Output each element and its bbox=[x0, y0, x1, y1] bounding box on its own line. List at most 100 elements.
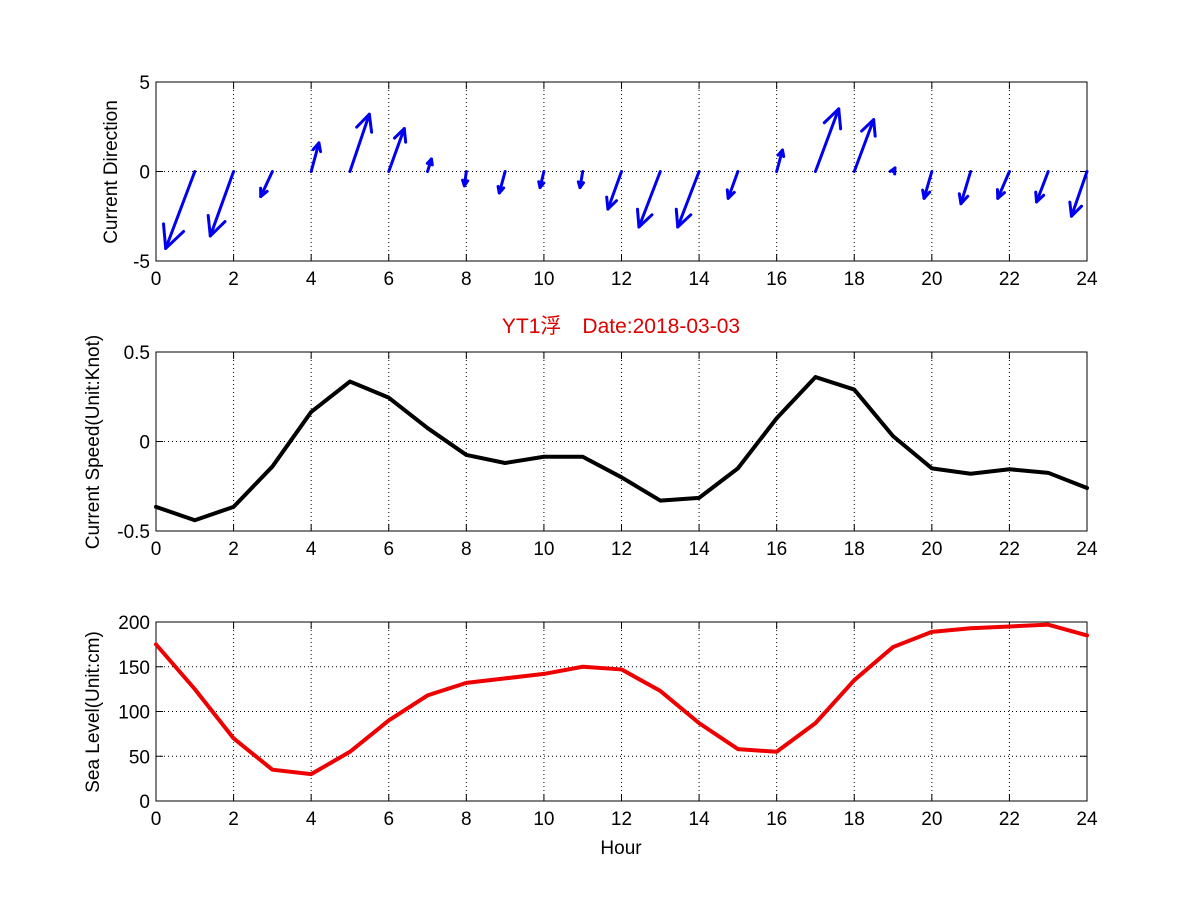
current-speed-point bbox=[232, 506, 235, 508]
current-speed-point bbox=[349, 380, 351, 383]
current-direction-xtick-label: 20 bbox=[921, 269, 942, 290]
direction-arrow bbox=[387, 127, 408, 173]
direction-arrow-shaft bbox=[259, 170, 274, 199]
current-speed-xtick-label: 24 bbox=[1076, 539, 1098, 560]
direction-arrow-head bbox=[725, 188, 736, 200]
current-direction-xtick-label: 14 bbox=[689, 269, 711, 290]
direction-arrow bbox=[635, 170, 662, 229]
direction-arrow-head bbox=[957, 192, 970, 206]
current-speed-point bbox=[737, 467, 739, 470]
direction-arrow-head bbox=[392, 127, 408, 144]
direction-arrow-shaft bbox=[497, 170, 507, 195]
current-speed-point bbox=[775, 417, 778, 420]
direction-arrow-head bbox=[461, 178, 470, 188]
sea-level-ytick-label: 100 bbox=[118, 703, 150, 724]
direction-arrow-head bbox=[311, 141, 323, 154]
sea-level-point bbox=[659, 690, 662, 692]
sea-level-point bbox=[581, 665, 584, 668]
current-direction-xtick-label: 10 bbox=[533, 269, 554, 290]
sea-level-point bbox=[387, 719, 390, 722]
direction-arrow-shaft bbox=[309, 141, 321, 173]
sea-level-point bbox=[698, 722, 700, 724]
sea-level-ytick-label: 0 bbox=[139, 792, 150, 813]
direction-arrow bbox=[813, 107, 843, 173]
direction-arrow-head bbox=[259, 186, 269, 199]
direction-arrow-shaft bbox=[726, 170, 740, 200]
direction-arrow bbox=[425, 157, 434, 173]
current-speed-point bbox=[310, 411, 312, 413]
sea-level-point bbox=[465, 682, 468, 684]
current-direction-ytick-label: 0 bbox=[139, 163, 150, 184]
direction-arrow-shaft bbox=[164, 170, 197, 250]
current-direction-xtick-label: 2 bbox=[228, 269, 239, 290]
sea-level-xtick-label: 0 bbox=[151, 809, 162, 830]
sea-level-point bbox=[620, 668, 623, 671]
direction-arrow-head bbox=[1034, 190, 1046, 204]
sea-level-xlabel: Hour bbox=[600, 838, 642, 859]
sea-level-point bbox=[775, 750, 778, 753]
current-speed-xtick-label: 22 bbox=[999, 539, 1020, 560]
current-speed-xtick-label: 20 bbox=[921, 539, 942, 560]
direction-arrow bbox=[1068, 170, 1089, 218]
sea-level-ytick-label: 200 bbox=[118, 613, 150, 634]
current-speed-point bbox=[465, 454, 468, 456]
current-speed-point bbox=[426, 427, 429, 429]
current-speed-point bbox=[155, 506, 157, 508]
sea-level-xtick-label: 8 bbox=[461, 809, 472, 830]
current-speed-xtick-label: 16 bbox=[766, 539, 787, 560]
current-direction-xtick-label: 18 bbox=[844, 269, 865, 290]
direction-arrow-head bbox=[635, 207, 654, 229]
direction-arrow-shaft bbox=[348, 112, 371, 173]
sea-level-point bbox=[349, 750, 351, 753]
direction-arrow bbox=[674, 170, 701, 229]
direction-arrow bbox=[775, 148, 786, 173]
sea-level-xtick-label: 14 bbox=[689, 809, 711, 830]
direction-arrow bbox=[888, 166, 897, 176]
direction-arrow-head bbox=[355, 112, 374, 134]
sea-level-point bbox=[1047, 623, 1050, 626]
direction-arrow bbox=[309, 141, 323, 173]
current-direction-panel: Current Direction 0 2 4 6 8 10 12 14 16 18 20 22 24-… bbox=[101, 73, 1098, 290]
current-direction-xtick-label: 4 bbox=[306, 269, 317, 290]
current-speed-ytick-label: 0 bbox=[139, 433, 150, 454]
sea-level-point bbox=[426, 694, 429, 697]
current-speed-ytick-label: -0.5 bbox=[117, 522, 150, 543]
current-direction-xtick-label: 6 bbox=[383, 269, 394, 290]
direction-arrow-head bbox=[860, 118, 877, 138]
current-speed-point bbox=[892, 435, 894, 437]
current-speed-point bbox=[1008, 468, 1011, 471]
direction-arrow-head bbox=[605, 195, 618, 211]
current-speed-point bbox=[271, 465, 274, 468]
current-speed-xtick-label: 4 bbox=[306, 539, 317, 560]
current-speed-point bbox=[1086, 487, 1088, 489]
direction-arrow-shaft bbox=[676, 170, 701, 229]
sea-level-xtick-label: 4 bbox=[306, 809, 317, 830]
direction-arrow-shaft bbox=[996, 170, 1011, 200]
sea-level-xtick-label: 10 bbox=[533, 809, 554, 830]
current-speed-xtick-label: 6 bbox=[383, 539, 394, 560]
direction-arrow-head bbox=[921, 188, 932, 200]
current-speed-point bbox=[543, 455, 545, 458]
sea-level-xtick-label: 12 bbox=[611, 809, 632, 830]
sea-level-ytick-label: 50 bbox=[129, 747, 150, 768]
sea-level-point bbox=[232, 737, 235, 740]
current-speed-point bbox=[853, 388, 856, 391]
sea-level-point bbox=[155, 643, 157, 646]
direction-arrow bbox=[995, 170, 1011, 200]
direction-arrow-head bbox=[1068, 200, 1084, 218]
direction-arrow bbox=[162, 170, 197, 250]
sea-level-point bbox=[969, 627, 972, 630]
current-speed-point bbox=[581, 455, 584, 458]
direction-arrow-shaft bbox=[637, 170, 662, 229]
direction-arrow bbox=[537, 170, 546, 190]
direction-arrow-shaft bbox=[813, 107, 841, 173]
current-speed-ytick-label: 0.5 bbox=[124, 343, 150, 364]
direction-arrow-head bbox=[162, 222, 186, 250]
direction-arrow bbox=[957, 170, 973, 206]
direction-arrow bbox=[348, 112, 374, 173]
current-speed-panel: YT1浮 Date:2018-03-03 Current Speed(Unit:… bbox=[83, 315, 1098, 560]
current-speed-xtick-label: 14 bbox=[689, 539, 711, 560]
direction-arrow bbox=[206, 170, 236, 238]
current-speed-point bbox=[193, 519, 196, 522]
direction-arrow bbox=[605, 170, 623, 211]
